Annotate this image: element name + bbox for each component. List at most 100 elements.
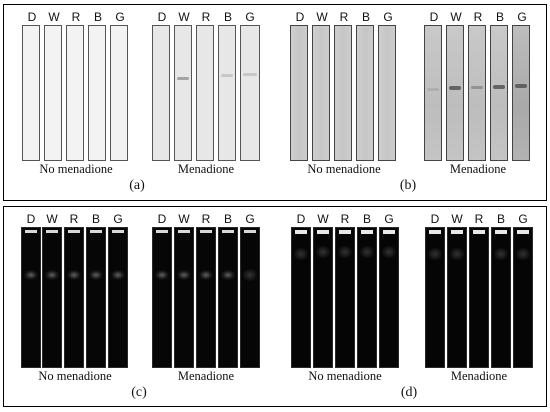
lane-label-d: D [26, 212, 36, 226]
gel-strip-d [424, 25, 442, 161]
lane-label-r: R [71, 10, 81, 24]
loading-well [200, 230, 212, 233]
gel-strip-r [334, 25, 352, 161]
loading-well [112, 230, 124, 233]
lane-label-b: B [91, 212, 100, 226]
loading-well [473, 230, 485, 234]
lane-label-r: R [339, 10, 349, 24]
gel-strip-r [468, 25, 486, 161]
lane-label-d: D [295, 10, 305, 24]
lane-label-w: W [46, 212, 58, 226]
lane-label-g: G [383, 10, 393, 24]
gel-strip-g [240, 25, 260, 161]
gel-strip-d [152, 227, 172, 368]
gel-strip-b [490, 25, 508, 161]
gel-strip-w [42, 227, 62, 368]
gel-strip-w [446, 25, 464, 161]
protein-band [338, 246, 352, 258]
lane-label-b: B [362, 212, 371, 226]
gel-strip-r [66, 25, 84, 161]
lane-label-b: B [496, 212, 505, 226]
loading-well [451, 230, 463, 234]
protein-band [294, 248, 308, 260]
protein-band [515, 84, 527, 88]
gel-strip-b [218, 227, 238, 368]
lane-label-w: W [450, 10, 462, 24]
protein-band [45, 270, 59, 280]
lane-label-w: W [178, 212, 190, 226]
gel-strip-b [88, 25, 106, 161]
lane-label-w: W [316, 10, 328, 24]
lane-label-w: W [317, 212, 329, 226]
loading-well [361, 230, 373, 234]
lane-label-b: B [361, 10, 370, 24]
gel-strip-w [44, 25, 62, 161]
gel-strip-r [196, 25, 214, 161]
loading-well [222, 230, 234, 233]
protein-band [155, 270, 169, 280]
group-caption-menadione: Menadione [450, 369, 508, 383]
protein-band [67, 270, 81, 280]
protein-band [382, 246, 396, 258]
loading-well [383, 230, 395, 234]
gel-strip-w [312, 25, 330, 161]
gel-strip-d [291, 227, 311, 368]
gel-strip-r [469, 227, 489, 368]
gel-strip-g [378, 25, 396, 161]
loading-well [339, 230, 351, 234]
gel-strip-b [357, 227, 377, 368]
loading-well [68, 230, 80, 233]
lane-label-d: D [296, 212, 306, 226]
bottom-panel-frame [3, 206, 547, 407]
protein-band [494, 248, 508, 260]
loading-well [317, 230, 329, 234]
protein-band [449, 86, 461, 90]
protein-band [360, 246, 374, 258]
gel-strip-d [290, 25, 308, 161]
lane-label-b: B [223, 10, 232, 24]
lane-label-r: R [473, 10, 483, 24]
protein-band [450, 248, 464, 260]
lane-label-b: B [495, 10, 504, 24]
protein-band [221, 270, 235, 280]
panel-label-a: (a) [129, 178, 145, 193]
loading-well [25, 230, 37, 233]
group-caption-menadione: Menadione [177, 162, 235, 176]
lane-label-g: G [245, 212, 255, 226]
panel-label-d: (d) [400, 385, 418, 400]
lane-label-r: R [69, 212, 79, 226]
loading-well [46, 230, 58, 233]
gel-strip-b [356, 25, 374, 161]
gel-strip-g [379, 227, 399, 368]
lane-label-b: B [93, 10, 102, 24]
lane-label-r: R [340, 212, 350, 226]
lane-label-d: D [429, 10, 439, 24]
group-caption-no-menadione: No menadione [307, 162, 381, 176]
lane-label-b: B [223, 212, 232, 226]
loading-well [178, 230, 190, 233]
gel-strip-w [174, 227, 194, 368]
top-panel-frame [3, 4, 547, 201]
protein-band [471, 86, 483, 89]
lane-label-g: G [384, 212, 394, 226]
lane-label-g: G [518, 212, 528, 226]
lane-label-w: W [48, 10, 60, 24]
loading-well [495, 230, 507, 234]
loading-well [244, 230, 256, 233]
loading-well [517, 230, 529, 234]
loading-well [90, 230, 102, 233]
lane-label-r: R [201, 10, 211, 24]
protein-band [428, 248, 442, 260]
protein-band [243, 73, 257, 76]
lane-label-d: D [430, 212, 440, 226]
lane-label-d: D [27, 10, 37, 24]
protein-band [493, 85, 505, 89]
loading-well [295, 230, 307, 234]
protein-band [221, 74, 233, 77]
gel-strip-d [152, 25, 170, 161]
lane-label-d: D [157, 10, 167, 24]
protein-band [427, 88, 439, 91]
gel-strip-d [425, 227, 445, 368]
group-caption-menadione: Menadione [449, 162, 507, 176]
lane-label-w: W [451, 212, 463, 226]
